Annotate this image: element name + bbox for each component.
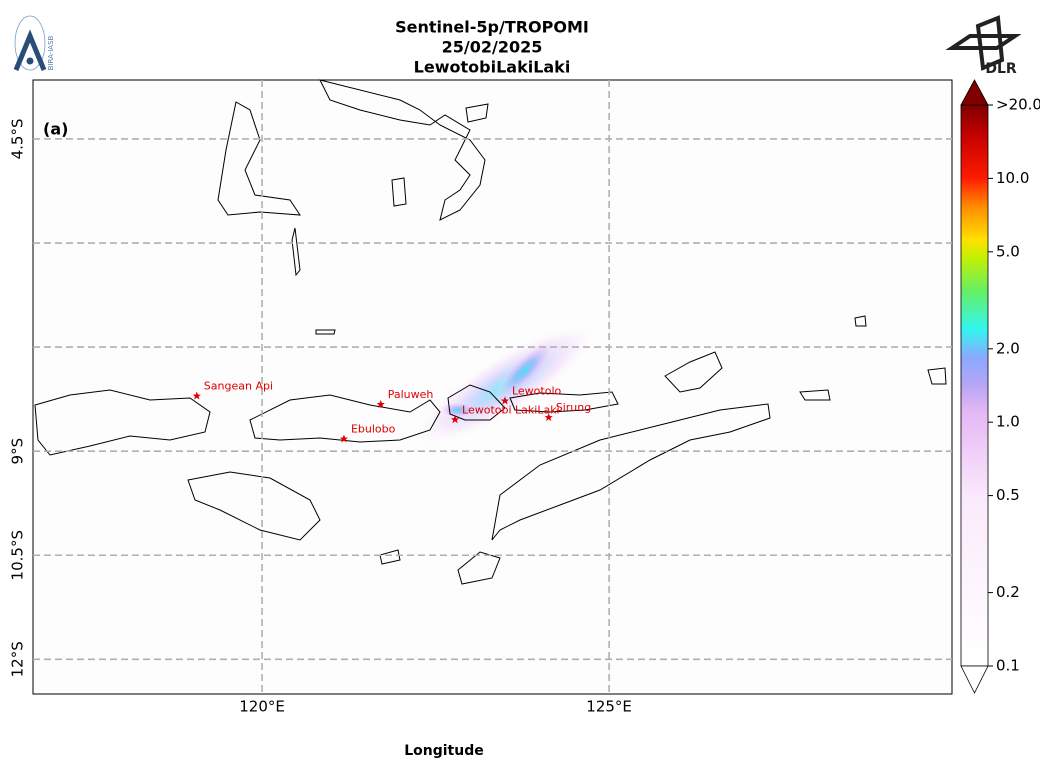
colorbar-tick-label: 5.0 — [996, 242, 1020, 260]
volcano-label: Ebulobo — [351, 423, 396, 436]
colorbar-tick-label: 0.2 — [996, 583, 1020, 601]
title-line: Sentinel-5p/TROPOMI — [395, 18, 589, 37]
panel-label: (a) — [43, 120, 68, 139]
volcano-marker — [376, 399, 385, 408]
logo-text: BIRA-IASB — [47, 35, 55, 70]
colorbar-tick-label: 1.0 — [996, 413, 1020, 431]
volcano-marker — [339, 434, 348, 443]
colorbar-tick-label: 2.0 — [996, 339, 1020, 357]
y-tick-label: 12°S — [9, 641, 27, 677]
volcano-marker — [192, 391, 201, 400]
volcano-label: Sirung — [556, 401, 592, 414]
bira-logo: BIRA-IASB — [13, 15, 55, 71]
x-tick-label: 120°E — [239, 698, 285, 716]
map-content: 120°E 125°E 4.5°S 9°S 10.5°S 12°S Sangean Api P… — [9, 80, 952, 716]
colorbar-ticks: >20.0 10.0 5.0 2.0 1.0 0.5 0.2 0.1 — [988, 96, 1040, 675]
colorbar-tick-label: 10.0 — [996, 169, 1029, 187]
title-line: 25/02/2025 — [442, 38, 543, 57]
logo-text: DLR — [985, 61, 1017, 77]
colorbar-extend-max — [960, 79, 989, 106]
coastlines — [34, 79, 947, 585]
title-block: Sentinel-5p/TROPOMI25/02/2025LewotobiLak… — [395, 18, 589, 77]
y-tick-label: 10.5°S — [9, 530, 27, 580]
colorbar-tick-label: 0.1 — [996, 657, 1020, 675]
x-axis-label: Longitude — [404, 743, 484, 759]
colorbar — [960, 104, 989, 667]
title-line: LewotobiLakiLaki — [414, 58, 571, 77]
colorbar-tick-label: >20.0 — [996, 96, 1040, 114]
y-tick-label: 9°S — [9, 438, 27, 465]
map-frame — [32, 79, 953, 695]
volcano-label: Paluweh — [388, 388, 434, 401]
volcano-label: Lewotobi LakiLaki — [462, 403, 560, 416]
plume — [414, 324, 596, 446]
volcano-marker — [500, 396, 509, 405]
volcano-marker — [544, 413, 553, 422]
x-tick-label: 125°E — [586, 698, 632, 716]
volcano-marker — [451, 415, 460, 424]
y-tick-label: 4.5°S — [9, 119, 27, 160]
colorbar-tick-label: 0.5 — [996, 486, 1020, 504]
volcano-label: Sangean Api — [204, 380, 273, 393]
volcano-label: Lewotolo — [512, 385, 562, 398]
colorbar-extend-min — [960, 665, 989, 694]
dlr-logo: DLR — [945, 15, 1022, 77]
